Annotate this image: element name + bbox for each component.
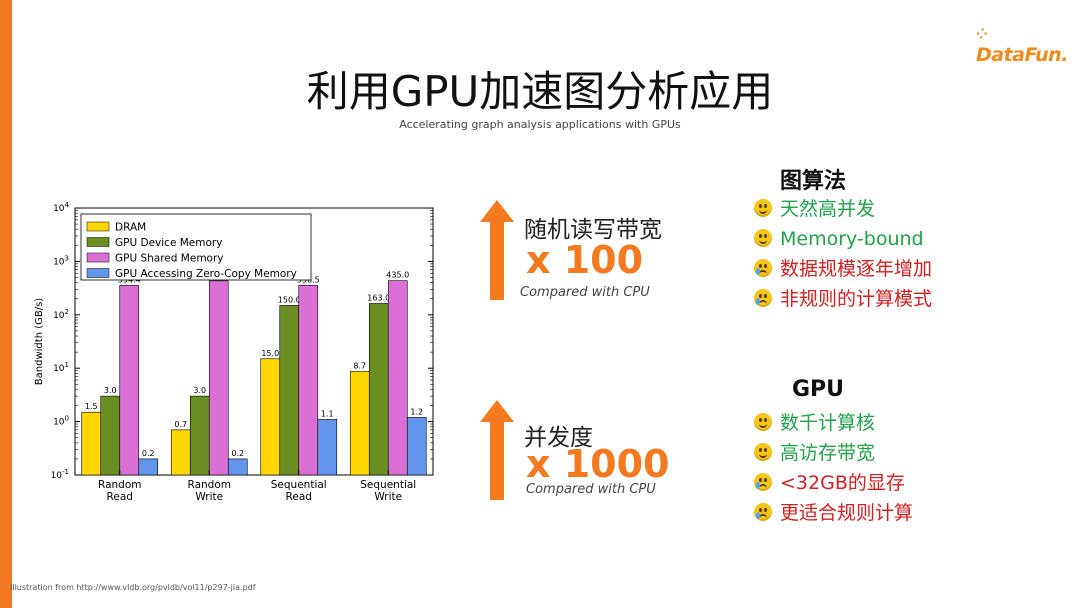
accent-bar — [0, 0, 12, 608]
x-tick-label: Write — [195, 491, 223, 503]
bar-data-label: 163.0 — [367, 293, 390, 302]
list-item: Memory-bound — [754, 224, 932, 254]
crying-face-icon — [754, 289, 772, 307]
stat-note-bandwidth: Compared with CPU — [520, 285, 650, 300]
bar — [100, 395, 121, 476]
legend-swatch — [86, 237, 110, 247]
smiling-face-icon — [754, 199, 772, 217]
legend-swatch — [86, 268, 110, 278]
logo-dots-icon: ⁘ — [976, 27, 988, 43]
x-tick-label: Read — [286, 491, 312, 503]
bar — [170, 429, 191, 476]
list-item-text: 非规则的计算模式 — [780, 288, 933, 310]
legend-box — [80, 213, 312, 281]
list-item-text: 更适合规则计算 — [780, 502, 914, 524]
stat-note-concurrency: Compared with CPU — [526, 482, 656, 497]
x-tick-label: Random — [188, 479, 231, 491]
up-arrow-icon — [480, 400, 514, 500]
x-tick-label: Read — [107, 491, 133, 503]
bar — [317, 419, 338, 476]
logo-text: DataFun. — [976, 44, 1068, 66]
x-tick-label: Sequential — [271, 479, 327, 491]
list-item-text: 高访存带宽 — [780, 442, 876, 464]
up-arrow-icon — [480, 200, 514, 300]
bar-data-label: 0.2 — [142, 449, 155, 458]
bar-data-label: 8.7 — [353, 361, 366, 370]
x-tick-label: Sequential — [360, 479, 416, 491]
bar-data-label: 0.2 — [231, 449, 244, 458]
list-item-text: Memory-bound — [780, 228, 924, 250]
gpu-list: 数千计算核高访存带宽 <32GB的显存 更适合规则计算 — [754, 408, 913, 528]
legend-label: GPU Device Memory — [115, 237, 222, 249]
list-item-text: 数千计算核 — [780, 412, 876, 434]
slide-title: 利用GPU加速图分析应用 — [306, 67, 774, 116]
panel-heading-gpu: GPU — [792, 377, 845, 402]
stat-label-concurrency: 并发度 — [524, 425, 593, 451]
y-tick-label: 101 — [53, 361, 69, 374]
list-item: 更适合规则计算 — [754, 498, 913, 528]
list-item: 数千计算核 — [754, 408, 913, 438]
bar — [81, 411, 102, 476]
bar — [387, 280, 408, 476]
crying-face-icon — [754, 503, 772, 521]
bar — [189, 395, 210, 476]
bar-data-label: 1.5 — [85, 402, 98, 411]
smiling-face-icon — [754, 413, 772, 431]
smiling-face-icon — [754, 443, 772, 461]
legend-label: DRAM — [115, 222, 146, 234]
y-tick-label: 103 — [53, 254, 69, 267]
list-item: 天然高并发 — [754, 194, 932, 224]
y-tick-label: 102 — [53, 308, 69, 321]
list-item: 数据规模逐年增加 — [754, 254, 932, 284]
x-tick-label: Random — [98, 479, 141, 491]
bar — [138, 458, 159, 476]
bar — [279, 305, 300, 476]
bar-data-label: 150.0 — [278, 295, 301, 304]
legend-swatch — [86, 252, 110, 263]
panel-heading-graph-algorithms: 图算法 — [780, 169, 847, 194]
bar-data-label: 15.0 — [261, 349, 279, 358]
bar-data-label: 1.1 — [321, 409, 334, 418]
bar-data-label: 3.0 — [104, 386, 117, 395]
list-item-text: <32GB的显存 — [780, 472, 905, 494]
bar-data-label: 0.7 — [174, 420, 187, 429]
crying-face-icon — [754, 473, 772, 491]
y-axis-label: Bandwidth (GB/s) — [34, 298, 45, 386]
slide-subtitle: Accelerating graph analysis applications… — [399, 118, 681, 131]
bar — [368, 303, 389, 476]
list-item: <32GB的显存 — [754, 468, 913, 498]
bar-data-label: 3.0 — [193, 386, 206, 395]
list-item: 非规则的计算模式 — [754, 284, 932, 314]
legend-label: GPU Shared Memory — [115, 253, 224, 265]
smiling-face-icon — [754, 229, 772, 247]
list-item: 高访存带宽 — [754, 438, 913, 468]
x-tick-label: Write — [374, 491, 402, 503]
datafun-logo: ⁘DataFun. — [976, 22, 1080, 66]
bar — [406, 417, 427, 476]
stat-value-concurrency: x 1000 — [526, 442, 670, 486]
y-tick-label: 100 — [53, 415, 69, 428]
list-item-text: 数据规模逐年增加 — [780, 258, 933, 280]
bar — [227, 458, 248, 476]
source-footnote: Illustration from http://www.vldb.org/pv… — [10, 583, 256, 592]
legend-label: GPU Accessing Zero-Copy Memory — [115, 268, 297, 280]
stat-value-bandwidth: x 100 — [526, 238, 644, 282]
bandwidth-chart-svg: 10-1 100 101 102 103 104 Bandwidth (GB/s) 1.5 3.… — [34, 201, 434, 503]
bar-data-label: 435.0 — [386, 271, 409, 280]
bar — [298, 285, 319, 476]
y-tick-label: 10-1 — [51, 468, 69, 481]
crying-face-icon — [754, 259, 772, 277]
legend-swatch — [86, 221, 110, 232]
bandwidth-chart: 10-1 100 101 102 103 104 Bandwidth (GB/s) 1.5 3.… — [30, 200, 450, 510]
bar-data-label: 1.2 — [410, 407, 423, 416]
bar — [349, 371, 370, 476]
y-tick-label: 104 — [53, 201, 69, 214]
bar — [119, 285, 140, 476]
bar — [208, 280, 229, 476]
bar — [260, 358, 281, 476]
graph-algorithms-list: 天然高并发 Memory-bound 数据规模逐年增加 非规则的计算模式 — [754, 194, 932, 314]
list-item-text: 天然高并发 — [780, 198, 876, 220]
stat-label-bandwidth: 随机读写带宽 — [524, 217, 662, 243]
